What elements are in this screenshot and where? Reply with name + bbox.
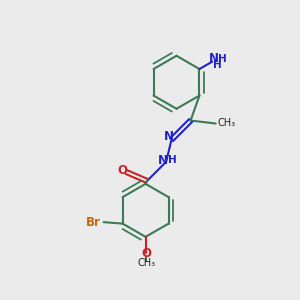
- Text: CH₃: CH₃: [218, 118, 236, 128]
- Text: O: O: [117, 164, 127, 177]
- Text: O: O: [142, 247, 152, 260]
- Text: H: H: [213, 61, 222, 70]
- Text: N: N: [164, 130, 173, 143]
- Text: N: N: [158, 154, 168, 167]
- Text: CH₃: CH₃: [138, 258, 156, 268]
- Text: Br: Br: [86, 216, 101, 229]
- Text: H: H: [218, 54, 227, 64]
- Text: N: N: [208, 52, 218, 65]
- Text: H: H: [168, 155, 177, 165]
